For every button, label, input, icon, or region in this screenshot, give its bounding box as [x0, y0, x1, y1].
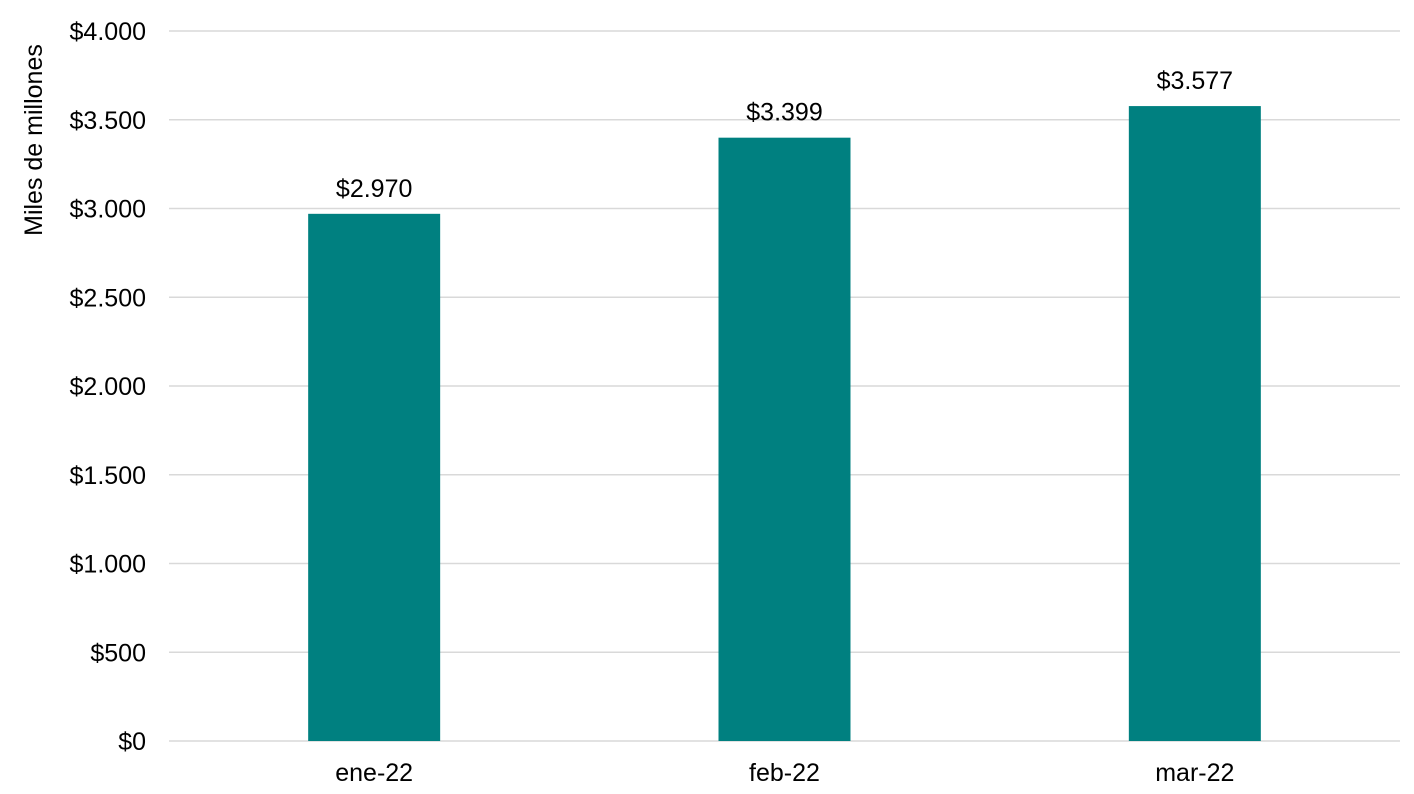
y-tick-label: $3.000 — [70, 196, 146, 224]
x-axis-tick-labels: ene-22 feb-22 mar-22 — [335, 759, 1234, 787]
y-tick-label: $4.000 — [70, 18, 146, 46]
x-tick-label: mar-22 — [1155, 759, 1234, 787]
x-tick-label: ene-22 — [335, 759, 413, 787]
y-tick-label: $2.000 — [70, 373, 146, 401]
x-tick-label: feb-22 — [749, 759, 820, 787]
y-tick-label: $500 — [90, 639, 146, 667]
data-label: $3.399 — [746, 99, 822, 127]
y-tick-label: $1.500 — [70, 462, 146, 490]
bars — [308, 106, 1261, 742]
y-tick-label: $1.000 — [70, 551, 146, 579]
data-labels: $2.970 $3.399 $3.577 — [336, 67, 1233, 203]
bar — [1128, 106, 1261, 741]
bar — [308, 213, 441, 741]
y-axis-tick-labels: $0 $500 $1.000 $1.500 $2.000 $2.500 $3.000 $3.5… — [70, 18, 146, 756]
bar — [718, 137, 851, 742]
y-tick-label: $0 — [118, 728, 146, 756]
data-label: $3.577 — [1157, 67, 1233, 95]
y-tick-label: $3.500 — [70, 107, 146, 135]
y-tick-label: $2.500 — [70, 284, 146, 312]
data-label: $2.970 — [336, 175, 412, 203]
y-axis-title: Miles de millones — [20, 44, 48, 236]
